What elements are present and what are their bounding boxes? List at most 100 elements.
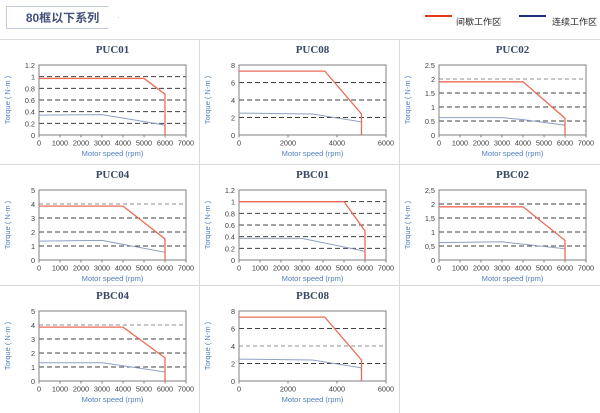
svg-text:0: 0 — [231, 256, 235, 265]
svg-text:4000: 4000 — [115, 264, 131, 273]
svg-text:Motor speed (rpm): Motor speed (rpm) — [282, 149, 344, 158]
svg-text:0: 0 — [31, 131, 35, 140]
svg-text:Torque ( N-m ): Torque ( N-m ) — [3, 321, 12, 370]
svg-text:3000: 3000 — [94, 264, 110, 273]
svg-text:3: 3 — [31, 214, 35, 223]
svg-text:1000: 1000 — [252, 264, 268, 273]
svg-text:0: 0 — [37, 385, 41, 394]
svg-text:5000: 5000 — [536, 264, 552, 273]
svg-text:1: 1 — [431, 103, 435, 112]
svg-text:4000: 4000 — [515, 264, 531, 273]
svg-text:0: 0 — [431, 256, 435, 265]
svg-text:1: 1 — [31, 363, 35, 372]
svg-text:0.4: 0.4 — [225, 233, 235, 242]
svg-text:2000: 2000 — [280, 385, 296, 394]
svg-text:4: 4 — [31, 200, 35, 209]
svg-text:0.6: 0.6 — [225, 221, 235, 230]
svg-text:Motor speed (rpm): Motor speed (rpm) — [282, 395, 344, 404]
svg-text:6000: 6000 — [378, 139, 394, 148]
svg-text:2000: 2000 — [73, 264, 89, 273]
svg-text:0.8: 0.8 — [25, 84, 35, 93]
svg-text:0.2: 0.2 — [25, 119, 35, 128]
svg-text:0: 0 — [431, 131, 435, 140]
svg-text:1.2: 1.2 — [225, 186, 235, 195]
svg-text:3: 3 — [31, 335, 35, 344]
svg-text:Motor speed (rpm): Motor speed (rpm) — [482, 149, 544, 158]
svg-text:0: 0 — [237, 385, 241, 394]
svg-text:7000: 7000 — [378, 264, 394, 273]
svg-text:0.6: 0.6 — [25, 96, 35, 105]
svg-text:1,5: 1,5 — [425, 214, 435, 223]
svg-text:2: 2 — [31, 228, 35, 237]
svg-text:0: 0 — [231, 131, 235, 140]
svg-text:Torque ( N-m ): Torque ( N-m ) — [403, 75, 412, 124]
svg-text:1: 1 — [431, 228, 435, 237]
svg-text:Motor speed (rpm): Motor speed (rpm) — [482, 274, 544, 283]
svg-text:4: 4 — [231, 342, 235, 351]
svg-text:Motor speed (rpm): Motor speed (rpm) — [282, 274, 344, 283]
svg-text:Torque ( N-m ): Torque ( N-m ) — [203, 321, 212, 370]
svg-text:0.2: 0.2 — [225, 244, 235, 253]
svg-text:3000: 3000 — [94, 139, 110, 148]
svg-text:0: 0 — [231, 377, 235, 386]
svg-text:0: 0 — [37, 264, 41, 273]
svg-text:1000: 1000 — [452, 139, 468, 148]
svg-text:5000: 5000 — [136, 264, 152, 273]
svg-text:PUC02: PUC02 — [496, 44, 530, 56]
svg-text:6000: 6000 — [157, 385, 173, 394]
svg-text:4000: 4000 — [115, 385, 131, 394]
svg-text:7000: 7000 — [578, 139, 594, 148]
svg-text:PUC01: PUC01 — [96, 44, 130, 56]
svg-text:0: 0 — [437, 264, 441, 273]
svg-text:7000: 7000 — [578, 264, 594, 273]
svg-text:2: 2 — [431, 75, 435, 84]
svg-text:0,5: 0,5 — [425, 242, 435, 251]
svg-text:5: 5 — [31, 307, 35, 316]
svg-text:2: 2 — [431, 200, 435, 209]
svg-text:1: 1 — [31, 242, 35, 251]
svg-text:5000: 5000 — [536, 139, 552, 148]
svg-text:7000: 7000 — [178, 264, 194, 273]
svg-text:Torque ( N-m ): Torque ( N-m ) — [203, 200, 212, 249]
svg-text:0.4: 0.4 — [25, 108, 35, 117]
svg-text:6: 6 — [231, 325, 235, 334]
svg-text:4: 4 — [31, 321, 35, 330]
svg-text:2: 2 — [231, 360, 235, 369]
svg-text:3000: 3000 — [494, 264, 510, 273]
svg-text:2,5: 2,5 — [425, 186, 435, 195]
svg-text:PUC04: PUC04 — [96, 169, 130, 181]
svg-text:Torque ( N-m ): Torque ( N-m ) — [3, 200, 12, 249]
svg-text:3000: 3000 — [494, 139, 510, 148]
svg-text:2000: 2000 — [73, 139, 89, 148]
svg-text:PBC01: PBC01 — [296, 169, 329, 181]
svg-text:1000: 1000 — [52, 139, 68, 148]
svg-text:6: 6 — [231, 79, 235, 88]
svg-text:2000: 2000 — [473, 139, 489, 148]
svg-text:Torque ( N-m ): Torque ( N-m ) — [403, 200, 412, 249]
svg-text:PBC08: PBC08 — [296, 290, 330, 302]
svg-text:6000: 6000 — [157, 139, 173, 148]
svg-text:0.8: 0.8 — [225, 209, 235, 218]
svg-text:4: 4 — [231, 96, 235, 105]
svg-text:1.5: 1.5 — [425, 89, 435, 98]
svg-text:Motor speed (rpm): Motor speed (rpm) — [82, 395, 144, 404]
svg-text:2: 2 — [231, 114, 235, 123]
svg-text:2000: 2000 — [273, 264, 289, 273]
svg-text:Motor speed (rpm): Motor speed (rpm) — [82, 274, 144, 283]
svg-text:0: 0 — [37, 139, 41, 148]
svg-text:4000: 4000 — [329, 139, 345, 148]
svg-text:4000: 4000 — [515, 139, 531, 148]
svg-text:8: 8 — [231, 61, 235, 70]
svg-text:Torque ( N-m ): Torque ( N-m ) — [3, 75, 12, 124]
svg-text:1: 1 — [31, 73, 35, 82]
svg-text:2000: 2000 — [280, 139, 296, 148]
svg-text:3000: 3000 — [94, 385, 110, 394]
svg-text:5000: 5000 — [336, 264, 352, 273]
svg-text:4000: 4000 — [329, 385, 345, 394]
svg-text:2000: 2000 — [73, 385, 89, 394]
svg-text:1000: 1000 — [452, 264, 468, 273]
svg-text:PUC08: PUC08 — [296, 44, 330, 56]
svg-text:PBC04: PBC04 — [96, 290, 130, 302]
svg-text:6000: 6000 — [157, 264, 173, 273]
svg-text:1000: 1000 — [52, 264, 68, 273]
